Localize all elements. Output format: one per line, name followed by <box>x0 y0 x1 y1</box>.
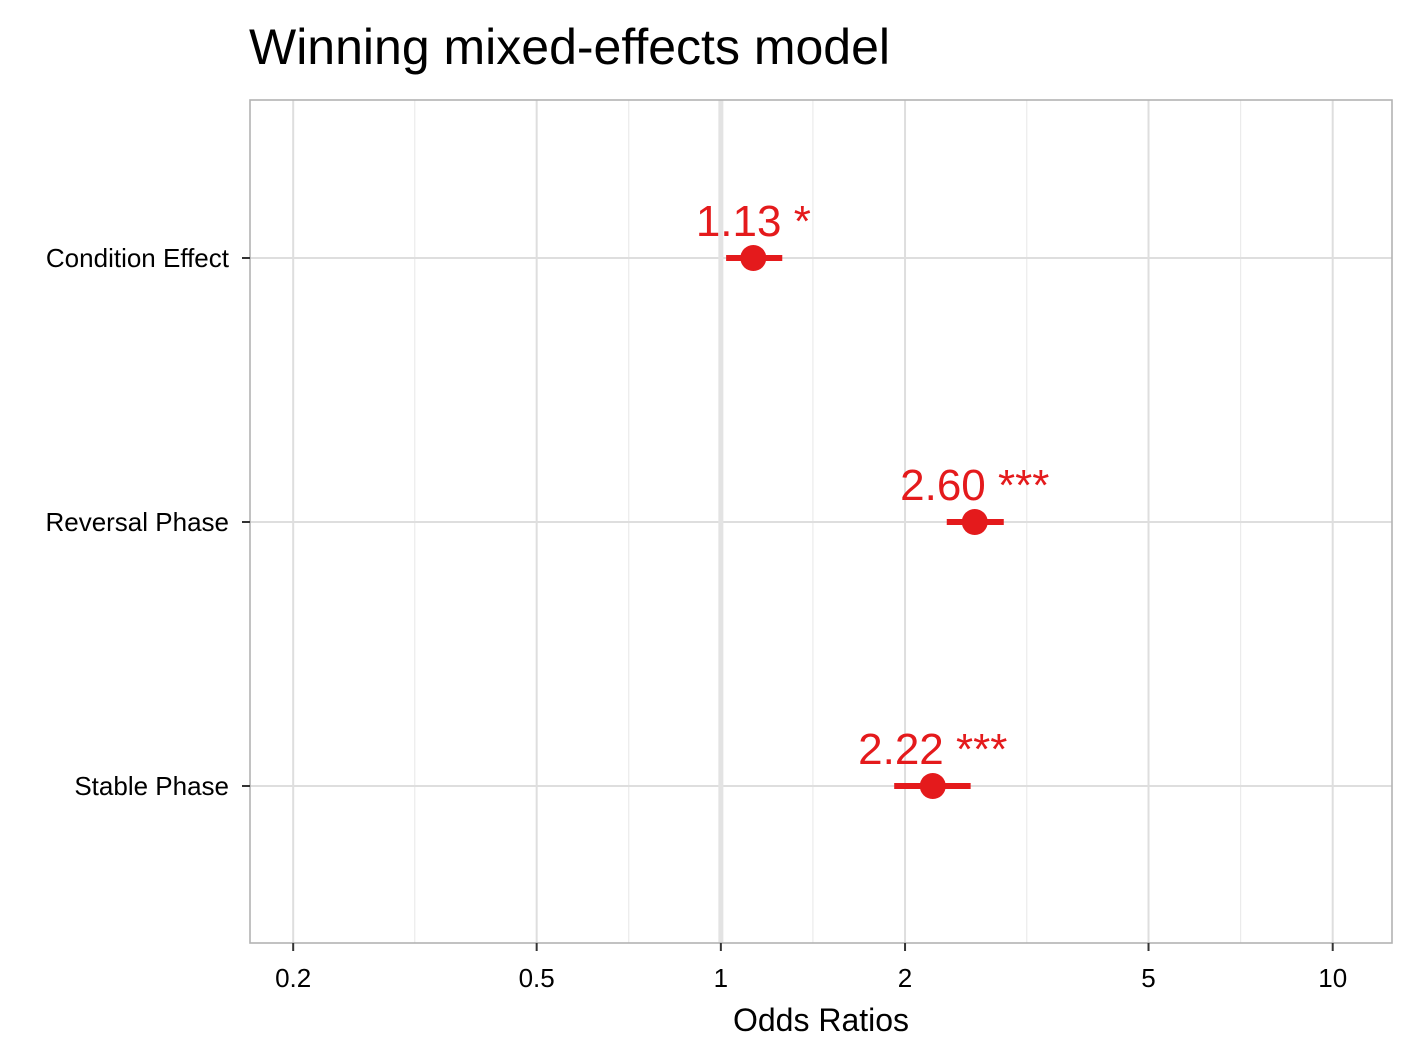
estimate-point <box>961 509 988 535</box>
x-axis: 0.2 0.5 1 2 5 10 <box>275 943 1347 993</box>
x-tick-label: 0.5 <box>519 963 555 993</box>
x-tick-label: 2 <box>898 963 912 993</box>
y-axis: Condition Effect Reversal Phase Stable Pha… <box>45 243 250 801</box>
x-tick-label: 1 <box>714 963 728 993</box>
y-tick-label: Stable Phase <box>74 771 229 801</box>
estimate-point <box>740 245 767 271</box>
estimate-label: 2.60 *** <box>900 461 1049 510</box>
x-tick-label: 10 <box>1318 963 1347 993</box>
y-tick-label: Condition Effect <box>46 243 230 273</box>
major-gridlines <box>250 100 1392 943</box>
estimate-label: 2.22 *** <box>858 725 1007 774</box>
chart-title: Winning mixed-effects model <box>249 19 890 75</box>
y-tick-label: Reversal Phase <box>45 507 229 537</box>
x-axis-title: Odds Ratios <box>733 1002 909 1038</box>
estimate-label: 1.13 * <box>696 197 811 246</box>
estimate-marks: 1.13 * 2.60 *** 2.22 *** <box>696 197 1049 799</box>
estimate-point <box>919 773 946 799</box>
x-tick-label: 5 <box>1141 963 1155 993</box>
x-tick-label: 0.2 <box>275 963 311 993</box>
